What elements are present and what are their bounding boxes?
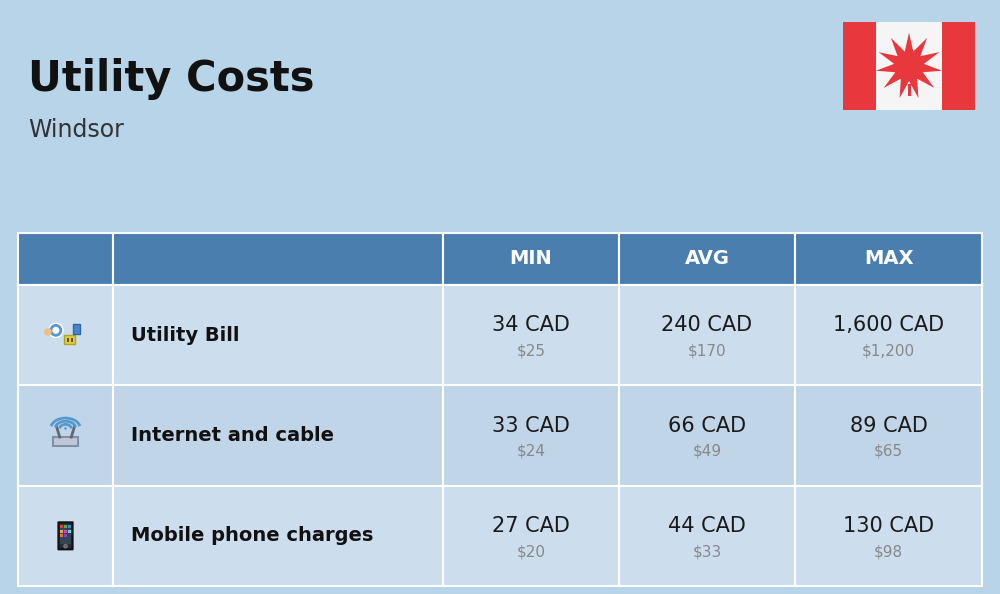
FancyBboxPatch shape	[58, 522, 73, 549]
Bar	[60, 525, 71, 544]
Bar	[795, 233, 982, 285]
Bar	[64, 530, 67, 533]
Bar	[843, 22, 876, 110]
Text: MAX: MAX	[864, 249, 913, 268]
Text: 89 CAD: 89 CAD	[850, 415, 927, 435]
Text: $33: $33	[692, 544, 722, 560]
Text: $24: $24	[516, 444, 546, 459]
Bar	[795, 386, 982, 486]
Text: 240 CAD: 240 CAD	[661, 315, 753, 335]
Text: 34 CAD: 34 CAD	[492, 315, 570, 335]
Text: $20: $20	[516, 544, 546, 560]
Text: 27 CAD: 27 CAD	[492, 516, 570, 536]
Text: Windsor: Windsor	[28, 118, 124, 142]
Text: $25: $25	[516, 344, 546, 359]
Circle shape	[49, 323, 63, 337]
Text: 44 CAD: 44 CAD	[668, 516, 746, 536]
Bar	[619, 486, 795, 586]
Bar	[71, 338, 73, 342]
Bar	[619, 285, 795, 386]
Bar	[64, 535, 67, 538]
Bar	[67, 338, 69, 342]
Bar	[908, 84, 910, 96]
Bar	[73, 324, 80, 334]
Bar	[64, 526, 67, 528]
Text: $170: $170	[688, 344, 726, 359]
Text: $1,200: $1,200	[862, 344, 915, 359]
Circle shape	[52, 327, 59, 334]
Text: $65: $65	[874, 444, 903, 459]
Bar	[443, 486, 619, 586]
Bar	[68, 526, 71, 528]
Bar	[60, 535, 63, 538]
Bar	[795, 486, 982, 586]
Bar	[53, 437, 78, 446]
Bar	[619, 233, 795, 285]
Text: 1,600 CAD: 1,600 CAD	[833, 315, 944, 335]
Text: AVG: AVG	[684, 249, 730, 268]
Text: Internet and cable: Internet and cable	[131, 426, 334, 445]
Text: Utility Costs: Utility Costs	[28, 58, 314, 100]
Text: 66 CAD: 66 CAD	[668, 415, 746, 435]
Bar	[113, 486, 443, 586]
Bar	[113, 386, 443, 486]
Circle shape	[64, 545, 67, 548]
Text: 130 CAD: 130 CAD	[843, 516, 934, 536]
Text: Mobile phone charges: Mobile phone charges	[131, 526, 373, 545]
Text: MIN: MIN	[510, 249, 552, 268]
Circle shape	[44, 328, 52, 336]
Text: $49: $49	[692, 444, 722, 459]
Bar	[942, 22, 975, 110]
Text: $98: $98	[874, 544, 903, 560]
Bar	[113, 233, 443, 285]
Text: 33 CAD: 33 CAD	[492, 415, 570, 435]
Bar	[619, 386, 795, 486]
Bar	[60, 526, 63, 528]
Bar	[60, 530, 63, 533]
Bar	[843, 22, 975, 110]
Bar	[18, 285, 113, 386]
Text: Utility Bill: Utility Bill	[131, 326, 240, 345]
Bar	[443, 386, 619, 486]
PathPatch shape	[876, 33, 942, 98]
Bar	[113, 285, 443, 386]
Circle shape	[64, 427, 67, 429]
Bar	[64, 335, 75, 344]
Bar	[18, 486, 113, 586]
Bar	[443, 285, 619, 386]
Bar	[795, 285, 982, 386]
Bar	[18, 386, 113, 486]
Bar	[68, 530, 71, 533]
Bar	[18, 233, 113, 285]
Bar	[443, 233, 619, 285]
